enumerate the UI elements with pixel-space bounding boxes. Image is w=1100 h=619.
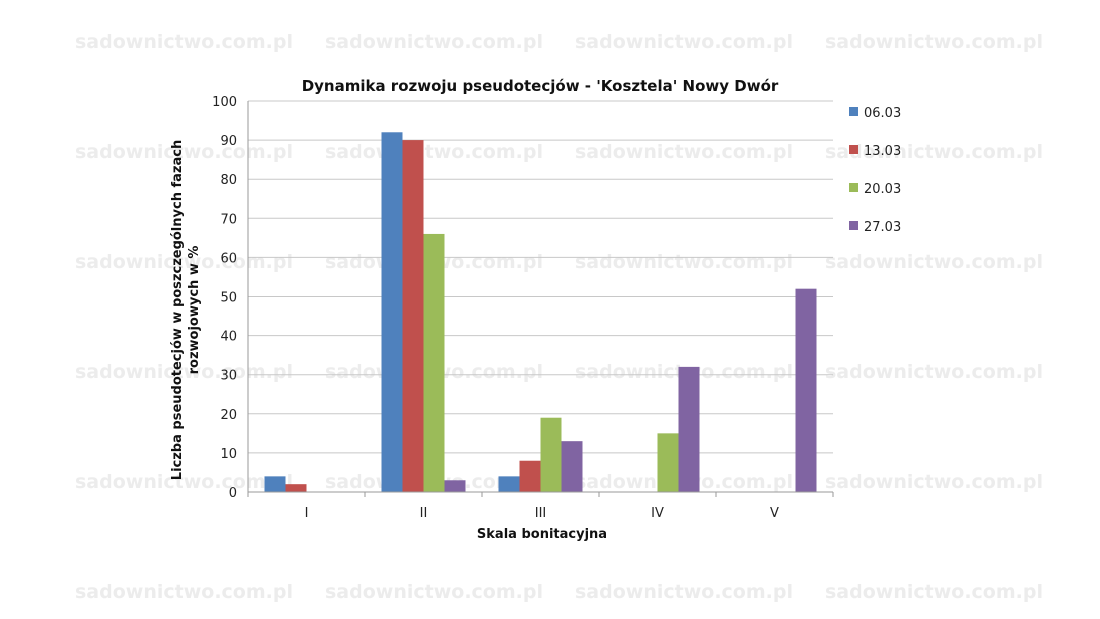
watermark-text: sadownictwo.com.pl — [825, 471, 1043, 493]
watermark-text: sadownictwo.com.pl — [75, 251, 293, 273]
bar — [561, 441, 583, 492]
x-tick-label: IV — [651, 506, 664, 521]
legend-swatch — [849, 145, 858, 154]
bar — [285, 484, 307, 492]
legend: 06.03 13.03 20.03 27.03 — [849, 106, 901, 235]
bar — [678, 366, 700, 492]
legend-label: 27.03 — [864, 220, 901, 235]
watermark-text: sadownictwo.com.pl — [575, 581, 793, 603]
y-tick-label: 0 — [229, 486, 237, 501]
watermark-text: sadownictwo.com.pl — [75, 361, 293, 383]
x-tick-label: III — [535, 506, 547, 521]
watermark-text: sadownictwo.com.pl — [75, 581, 293, 603]
bar — [402, 140, 424, 492]
watermark-text: sadownictwo.com.pl — [75, 31, 293, 53]
watermark-text: sadownictwo.com.pl — [825, 251, 1043, 273]
x-axis-label: Skala bonitacyjna — [477, 527, 607, 542]
watermark-text: sadownictwo.com.pl — [575, 141, 793, 163]
bar — [519, 460, 541, 492]
bars — [264, 132, 817, 492]
x-tick-label: I — [305, 506, 309, 521]
y-tick-label: 80 — [220, 173, 237, 188]
watermark-text: sadownictwo.com.pl — [325, 581, 543, 603]
watermark-text: sadownictwo.com.pl — [575, 31, 793, 53]
y-tick-label: 30 — [220, 369, 237, 384]
x-tick-label: V — [770, 506, 779, 521]
x-tick-label: II — [420, 506, 428, 521]
x-tick-labels: I II III IV V — [305, 506, 779, 521]
watermark-text: sadownictwo.com.pl — [825, 361, 1043, 383]
bar — [423, 233, 445, 492]
y-tick-labels: 0 10 20 30 40 50 60 70 80 90 100 — [212, 95, 237, 501]
axes — [247, 101, 834, 497]
bar — [657, 433, 679, 492]
y-tick-label: 60 — [220, 251, 237, 266]
y-axis-label: Liczba pseudotecjów w poszczególnych faz… — [170, 140, 202, 480]
bar — [540, 417, 562, 492]
watermark-layer: sadownictwo.com.pl sadownictwo.com.pl sado… — [75, 31, 1043, 603]
y-tick-label: 90 — [220, 134, 237, 149]
watermark-text: sadownictwo.com.pl — [75, 471, 293, 493]
y-tick-label: 50 — [220, 291, 237, 306]
y-tick-label: 70 — [220, 212, 237, 227]
legend-label: 13.03 — [864, 144, 901, 159]
watermark-text: sadownictwo.com.pl — [825, 31, 1043, 53]
watermark-text: sadownictwo.com.pl — [825, 141, 1043, 163]
legend-swatch — [849, 221, 858, 230]
bar — [795, 288, 817, 492]
legend-swatch — [849, 183, 858, 192]
y-tick-label: 100 — [212, 95, 237, 110]
legend-swatch — [849, 107, 858, 116]
legend-label: 20.03 — [864, 182, 901, 197]
watermark-text: sadownictwo.com.pl — [825, 581, 1043, 603]
y-tick-label: 40 — [220, 330, 237, 345]
y-axis-label-line1: Liczba pseudotecjów w poszczególnych faz… — [170, 140, 185, 480]
gridlines — [248, 100, 833, 454]
y-axis-label-line2: rozwojowych w % — [187, 246, 202, 375]
legend-label: 06.03 — [864, 106, 901, 121]
chart-title: Dynamika rozwoju pseudotecjów - 'Kosztel… — [302, 77, 779, 95]
bar — [444, 480, 466, 492]
watermark-text: sadownictwo.com.pl — [575, 251, 793, 273]
bar — [264, 476, 286, 492]
bar — [381, 132, 403, 492]
y-tick-label: 20 — [220, 408, 237, 423]
y-tick-label: 10 — [220, 447, 237, 462]
bar — [498, 476, 520, 492]
watermark-text: sadownictwo.com.pl — [325, 31, 543, 53]
watermark-text: sadownictwo.com.pl — [325, 141, 543, 163]
watermark-text: sadownictwo.com.pl — [75, 141, 293, 163]
